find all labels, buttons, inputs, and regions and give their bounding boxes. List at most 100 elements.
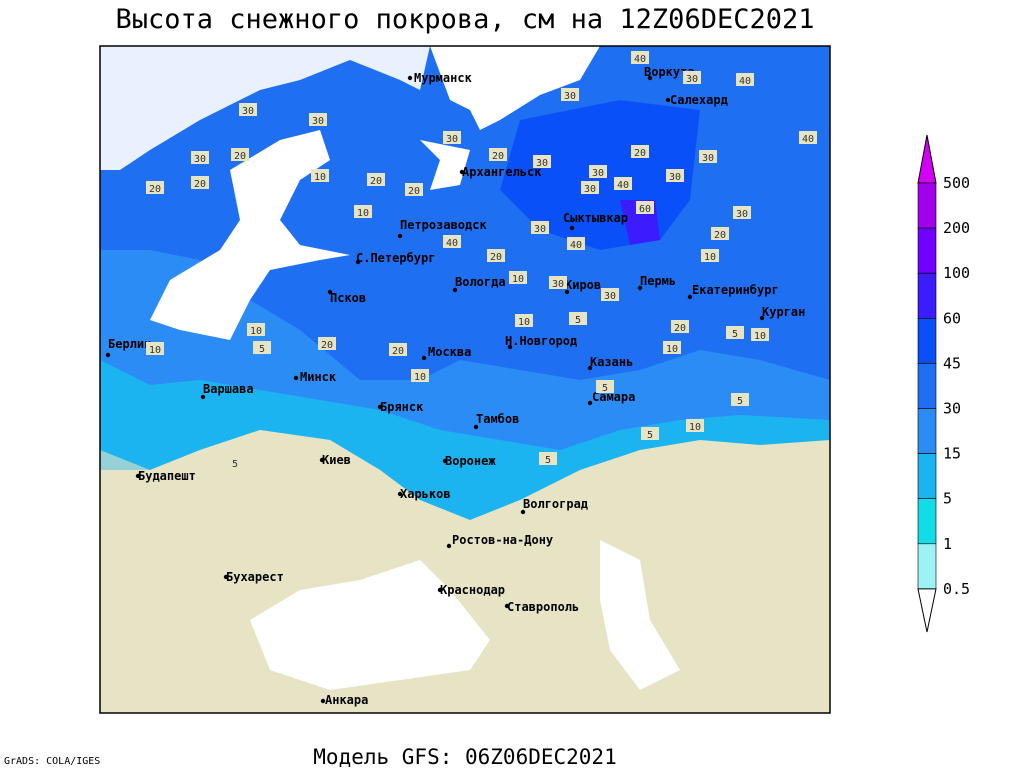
contour-label-box: [487, 249, 505, 262]
city-label: Псков: [330, 291, 366, 305]
contour-label: 20: [392, 346, 404, 357]
baltic-sea: [150, 130, 350, 340]
colorbar-label: 100: [943, 264, 970, 282]
contour-label-box: [367, 173, 385, 186]
city-dot: [759, 315, 765, 321]
contour-label-box: [636, 201, 654, 214]
colorbar-label: 500: [943, 174, 970, 192]
contour-label: 30: [702, 153, 714, 164]
contour-label-box: [239, 103, 257, 116]
contour-label: 20: [490, 252, 502, 263]
contour-label-box: [596, 380, 614, 393]
city-dot: [200, 394, 206, 400]
colorbar-label: 1: [943, 535, 952, 553]
city-dot: [327, 289, 333, 295]
contour-label-box: [389, 343, 407, 356]
city-label: Ростов-на-Дону: [452, 533, 553, 547]
city-dot: [293, 375, 299, 381]
city-label: Курган: [762, 305, 805, 319]
contour-label: 30: [584, 184, 596, 195]
contour-label: 10: [518, 317, 530, 328]
contour-label: 30: [686, 74, 698, 85]
colorbar-segment: [917, 543, 937, 590]
contour-label-box: [663, 341, 681, 354]
city-label: Варшава: [203, 382, 254, 396]
barents-sea: [430, 46, 600, 130]
city-dot: [520, 509, 526, 515]
contour-label-box: [701, 249, 719, 262]
contour-label: 30: [194, 154, 206, 165]
contour-label-box: [549, 276, 567, 289]
map-frame: [99, 45, 831, 714]
contour-label-box: [146, 342, 164, 355]
city-dot: [397, 233, 403, 239]
contour-label: 10: [689, 422, 701, 433]
city-dot: [397, 491, 403, 497]
contour-label-box: [247, 323, 265, 336]
colorbar-label: 45: [943, 354, 961, 372]
contour-label: 30: [552, 279, 564, 290]
contour-label: 20: [634, 148, 646, 159]
contour-label-box: [411, 369, 429, 382]
contour-label-box: [726, 326, 744, 339]
colorbar-segment: [917, 182, 937, 229]
city-label: Воронеж: [445, 454, 496, 468]
city-dot: [687, 294, 693, 300]
colorbar-bottom: [917, 588, 937, 633]
contour-label: 30: [669, 172, 681, 183]
city-dot: [135, 473, 141, 479]
city-label: Бухарест: [226, 570, 284, 584]
city-label: Москва: [428, 345, 471, 359]
contour-label: 40: [739, 76, 751, 87]
colorbar-segment: [917, 272, 937, 319]
contour-label-box: [231, 148, 249, 161]
city-label: Ставрополь: [507, 600, 579, 614]
contour-label: 30: [312, 116, 324, 127]
contour-label-box: [641, 427, 659, 440]
city-label: Казань: [590, 355, 633, 369]
land-patch: [100, 430, 420, 540]
city-label: Брянск: [380, 400, 424, 414]
contour-label: 5: [732, 329, 738, 340]
contour-label-box: [318, 337, 336, 350]
contour-label: 10: [414, 372, 426, 383]
contour-label: 20: [149, 184, 161, 195]
contour-label-box: [146, 181, 164, 194]
contour-label-box: [799, 131, 817, 144]
colorbar-label: 60: [943, 309, 961, 327]
caspian-sea: [600, 540, 680, 690]
city-dot: [587, 365, 593, 371]
contour-label: 30: [592, 168, 604, 179]
city-label: Киев: [322, 453, 351, 467]
contour-label-box: [191, 176, 209, 189]
contour-label: 30: [604, 291, 616, 302]
contour-label-box: [443, 235, 461, 248]
contour-label: 10: [754, 331, 766, 342]
contour-label: 40: [802, 134, 814, 145]
city-label: Пермь: [640, 274, 676, 288]
contour-label: 60: [639, 204, 651, 215]
contour-label: 30: [536, 158, 548, 169]
contour-label-box: [699, 150, 717, 163]
contour-label: 30: [446, 134, 458, 145]
city-label: Мурманск: [414, 71, 473, 85]
city-label: Петрозаводск: [400, 218, 487, 232]
contour-label-box: [631, 145, 649, 158]
contour-label-box: [711, 227, 729, 240]
city-label: Берлин: [108, 337, 151, 351]
city-dot: [459, 169, 465, 175]
city-label: С.Петербург: [356, 251, 435, 265]
contour-label: 20: [194, 179, 206, 190]
contour-label-box: [731, 393, 749, 406]
contour-label-box: [561, 88, 579, 101]
city-label: Анкара: [325, 693, 368, 707]
contour-label: 10: [512, 274, 524, 285]
contour-label-box: [531, 221, 549, 234]
contour-label-box: [601, 288, 619, 301]
contour-label-box: [631, 51, 649, 64]
city-dot: [437, 587, 443, 593]
contour-label-box: [515, 314, 533, 327]
colorbar-segment: [917, 363, 937, 409]
colorbar: 500 200 100 60 45 30 15 5 1 0.5: [917, 134, 970, 633]
